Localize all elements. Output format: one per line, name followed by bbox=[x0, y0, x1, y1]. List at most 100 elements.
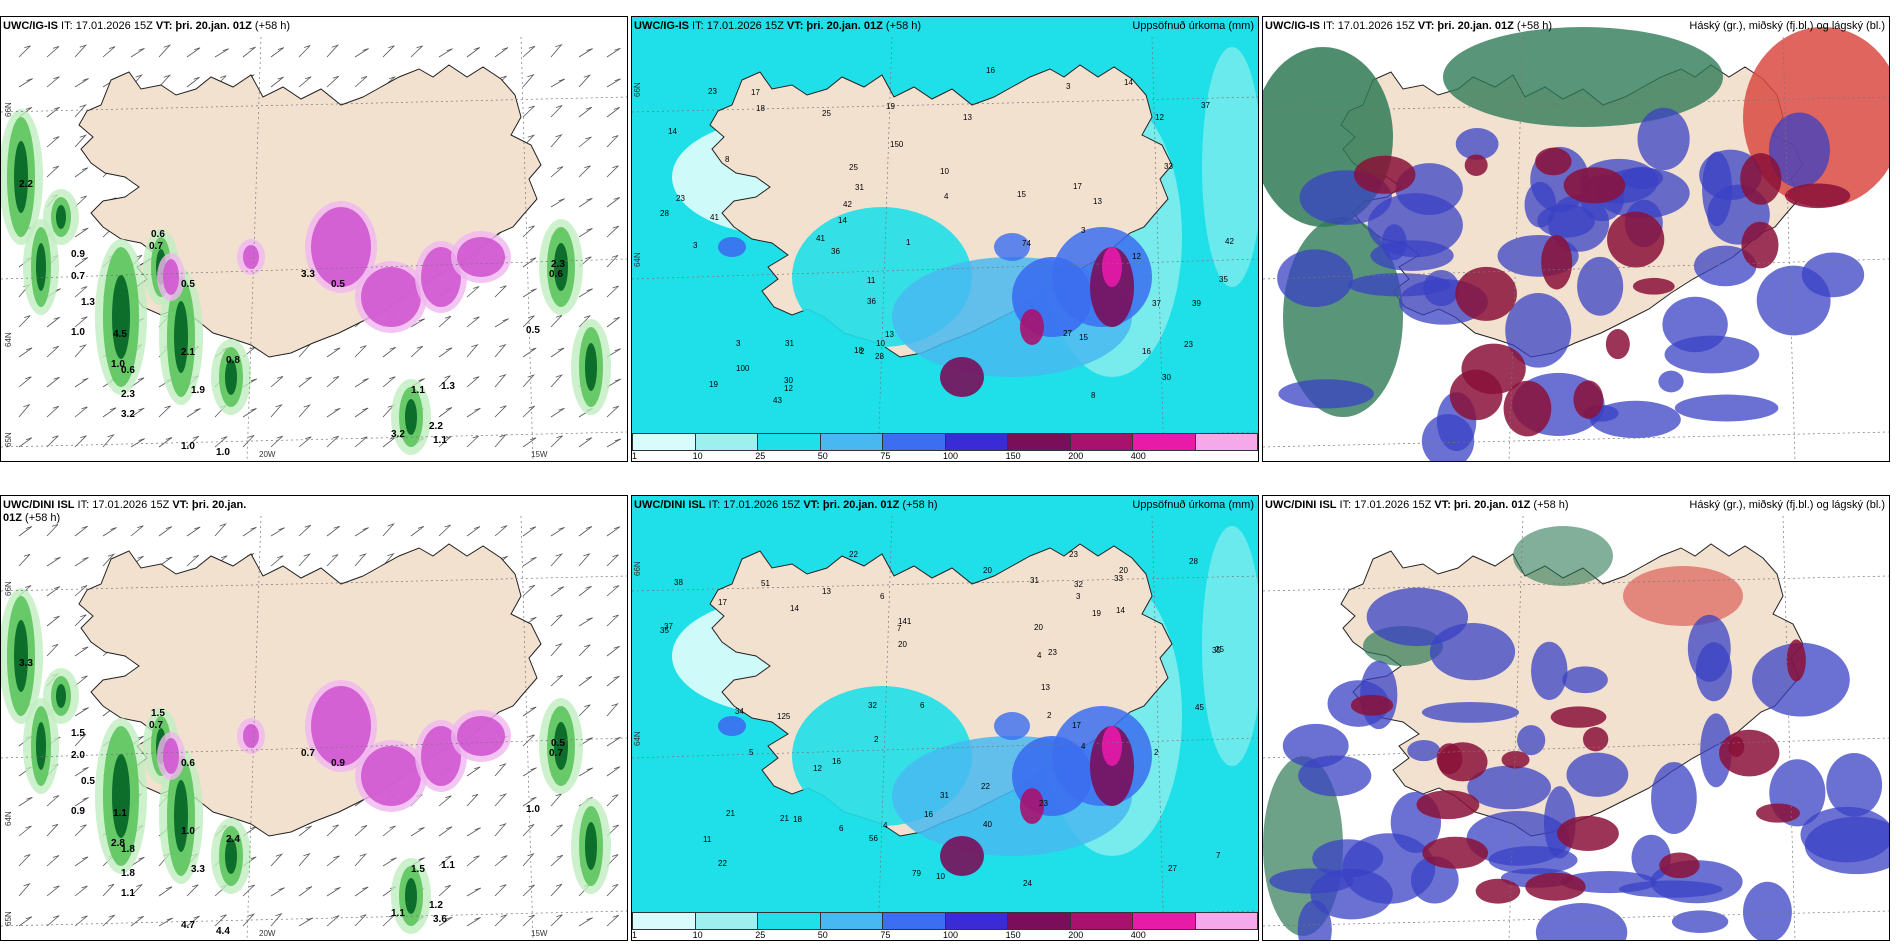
value-label: 0.5 bbox=[526, 325, 540, 336]
value-label: 1.5 bbox=[71, 728, 85, 739]
snow-heavy bbox=[243, 724, 259, 748]
wind-barb bbox=[578, 315, 591, 328]
precip-blobs bbox=[1, 109, 611, 455]
wind-barb bbox=[74, 227, 89, 238]
wind-barb bbox=[326, 376, 340, 388]
wind-barb bbox=[46, 855, 60, 867]
value-label: 10 bbox=[876, 339, 885, 348]
cloud-mid bbox=[1700, 713, 1732, 788]
value-label: 0.5 bbox=[331, 279, 345, 290]
value-label: 19 bbox=[1092, 609, 1101, 618]
colorbar-swatch bbox=[1132, 912, 1195, 930]
precip-heavy bbox=[225, 838, 237, 874]
cloud-mid bbox=[1566, 752, 1629, 797]
precip-heavy bbox=[174, 301, 188, 373]
value-label: 10 bbox=[940, 167, 949, 176]
cloud-mid bbox=[1298, 755, 1372, 797]
wind-barb bbox=[18, 376, 32, 388]
value-label: 1.1 bbox=[121, 888, 135, 899]
wind-barb bbox=[410, 526, 425, 537]
wind-barb bbox=[606, 225, 619, 238]
value-label: 22 bbox=[981, 782, 990, 791]
graticule-line bbox=[1, 431, 627, 448]
value-label: 8 bbox=[725, 155, 730, 164]
wind-barb bbox=[438, 347, 453, 358]
wind-barb bbox=[214, 436, 228, 448]
cloud-low bbox=[1541, 235, 1573, 290]
precip-field-land bbox=[718, 686, 1152, 876]
wind-barb bbox=[578, 526, 593, 537]
wind-barb bbox=[522, 584, 536, 597]
cloud-mid bbox=[1421, 414, 1475, 461]
wind-barb bbox=[130, 856, 145, 867]
graticule-line bbox=[1508, 36, 1524, 461]
snow-heavy bbox=[243, 245, 259, 269]
precip-heavy bbox=[225, 359, 237, 395]
wind-barb bbox=[522, 767, 537, 777]
graticule bbox=[1, 515, 627, 940]
value-label: 0.7 bbox=[301, 748, 315, 759]
wind-barb bbox=[298, 852, 311, 867]
wind-barb bbox=[298, 76, 312, 88]
value-label: 20 bbox=[983, 566, 992, 575]
cloud-mid bbox=[1531, 641, 1568, 700]
colorbar-tick-label: 10 bbox=[692, 930, 703, 940]
wind-barb bbox=[354, 345, 367, 358]
value-label: 1.3 bbox=[81, 297, 95, 308]
value-label: 3 bbox=[736, 339, 741, 348]
precip-heavy bbox=[56, 684, 66, 708]
value-label: 2.2 bbox=[429, 421, 443, 432]
panel-title: UWC/IG-IS IT: 17.01.2026 15Z VT: þri. 20… bbox=[1265, 20, 1552, 33]
wind-barb bbox=[46, 524, 59, 537]
value-label: 11 bbox=[867, 276, 876, 285]
snow-heavy bbox=[311, 207, 371, 287]
wind-barb bbox=[186, 554, 200, 567]
cloud-low bbox=[1464, 154, 1488, 176]
value-label: 1.3 bbox=[441, 381, 455, 392]
title-it: IT: 17.01.2026 15Z bbox=[1336, 499, 1435, 511]
wind-barb bbox=[494, 823, 507, 837]
cloud-mid bbox=[1801, 252, 1865, 298]
panel-field-label: Uppsöfnuð úrkoma (mm) bbox=[1132, 499, 1254, 511]
cloud-mid bbox=[1804, 816, 1889, 875]
colorbar-tick-label: 100 bbox=[943, 930, 959, 940]
wind-barb bbox=[550, 347, 565, 358]
panel-field-label: Uppsöfnuð úrkoma (mm) bbox=[1132, 20, 1254, 32]
graticule-line bbox=[1151, 36, 1165, 461]
value-label: 21 bbox=[726, 809, 735, 818]
wind-barb bbox=[578, 917, 593, 927]
wind-barb bbox=[158, 74, 172, 88]
wind-barb bbox=[46, 46, 60, 58]
precip-very-heavy bbox=[940, 357, 984, 397]
wind-barb bbox=[298, 553, 312, 567]
title-vt: VT: þri. 20.jan. 01Z bbox=[3, 499, 247, 524]
wind-barb bbox=[354, 825, 368, 837]
wind-barb bbox=[550, 824, 563, 837]
wind-barb bbox=[158, 437, 173, 448]
title-vt: VT: þri. 20.jan. 01Z bbox=[1434, 499, 1531, 511]
value-label: 1.5 bbox=[151, 708, 165, 719]
value-label: 28 bbox=[660, 209, 669, 218]
axis-labels: 66N 64N 65N 20W 15W bbox=[4, 581, 548, 938]
graticule-line bbox=[246, 515, 262, 940]
value-label: 1.0 bbox=[111, 359, 125, 370]
cloud-low bbox=[1719, 729, 1780, 777]
value-label: 2.8 bbox=[111, 838, 125, 849]
precip-blobs bbox=[1, 588, 611, 934]
wind-barb bbox=[242, 435, 255, 448]
wind-barb bbox=[494, 434, 507, 448]
wind-barb bbox=[270, 527, 285, 537]
value-label: 23 bbox=[676, 194, 685, 203]
wind-barb bbox=[438, 855, 452, 867]
graticule-line bbox=[1263, 258, 1889, 280]
graticule-line bbox=[1263, 575, 1889, 592]
wind-barb bbox=[298, 886, 313, 897]
title-vt: VT: þri. 20.jan. 01Z bbox=[786, 20, 883, 32]
graticule-line bbox=[520, 36, 534, 461]
wind-barb bbox=[102, 434, 115, 448]
value-label: 13 bbox=[1041, 683, 1050, 692]
graticule-line bbox=[632, 737, 1258, 759]
value-label: 35 bbox=[660, 626, 669, 635]
precip-very-heavy bbox=[1020, 788, 1044, 824]
wind-barb bbox=[606, 316, 620, 328]
